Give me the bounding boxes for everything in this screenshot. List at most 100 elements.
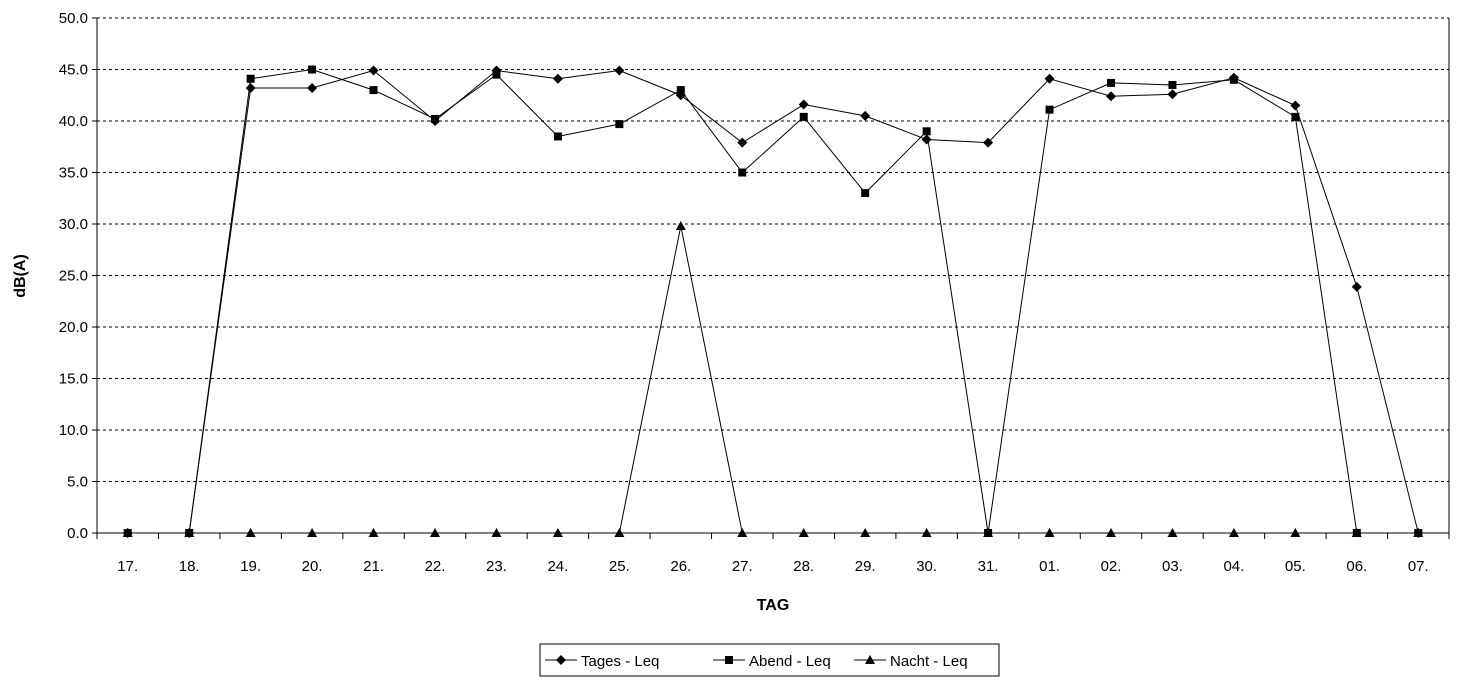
data-point-nacht-leq <box>798 528 809 537</box>
y-axis-ticks: 0.0 5.0 10.0 15.0 20.0 25.0 30.0 35.0 40.0 45.0 50… <box>59 10 97 542</box>
data-point-tages-leq <box>1290 100 1301 111</box>
y-tick-label: 40.0 <box>59 113 88 130</box>
x-tick-label: 04. <box>1223 558 1244 575</box>
x-tick-label: 05. <box>1285 558 1306 575</box>
data-point-nacht-leq <box>245 528 256 537</box>
series <box>122 65 1424 538</box>
x-tick-label: 26. <box>670 558 691 575</box>
data-point-tages-leq <box>921 134 932 145</box>
data-point-nacht-leq <box>675 221 686 231</box>
data-point-abend-leq <box>1168 80 1177 89</box>
data-point-abend-leq <box>676 86 685 95</box>
data-point-tages-leq <box>1413 528 1424 538</box>
legend-label-tages-leq: Tages - Leq <box>581 653 659 670</box>
y-tick-label: 50.0 <box>59 10 88 27</box>
legend-label-abend-leq: Abend - Leq <box>749 653 831 670</box>
x-tick-label: 21. <box>363 558 384 575</box>
y-tick-label: 10.0 <box>59 422 88 439</box>
data-point-tages-leq <box>983 137 994 148</box>
x-tick-label: 31. <box>978 558 999 575</box>
data-point-tages-leq <box>798 99 809 110</box>
y-tick-label: 0.0 <box>67 525 88 542</box>
series-line-nacht-leq <box>127 225 1419 534</box>
data-point-tages-leq <box>307 83 318 94</box>
data-point-tages-leq <box>737 137 748 148</box>
y-tick-label: 5.0 <box>67 474 88 491</box>
data-point-abend-leq <box>553 132 562 141</box>
x-tick-label: 29. <box>855 558 876 575</box>
data-point-abend-leq <box>1045 105 1054 114</box>
x-tick-label: 01. <box>1039 558 1060 575</box>
x-tick-label: 28. <box>793 558 814 575</box>
x-tick-label: 24. <box>547 558 568 575</box>
legend: Tages - Leq Abend - Leq Nacht - Leq <box>539 643 1000 677</box>
x-tick-label: 27. <box>732 558 753 575</box>
data-point-tages-leq <box>552 73 563 84</box>
data-point-abend-leq <box>1107 78 1115 87</box>
x-tick-label: 25. <box>609 558 630 575</box>
legend-label-nacht-leq: Nacht - Leq <box>890 653 968 670</box>
data-point-tages-leq <box>1167 89 1178 100</box>
data-point-tages-leq <box>491 65 502 76</box>
y-axis-title: dB(A) <box>12 254 29 298</box>
legend-box <box>539 643 1000 677</box>
data-point-nacht-leq <box>1106 528 1116 537</box>
x-tick-label: 03. <box>1162 558 1183 575</box>
data-point-nacht-leq <box>491 528 502 537</box>
data-point-tages-leq <box>614 65 625 76</box>
data-point-nacht-leq <box>552 528 563 537</box>
data-point-tages-leq <box>1228 72 1239 83</box>
data-point-nacht-leq <box>737 528 748 537</box>
data-point-tages-leq <box>1044 73 1055 84</box>
data-point-tages-leq <box>675 90 686 101</box>
data-point-abend-leq <box>738 168 747 177</box>
data-point-abend-leq <box>1291 112 1300 121</box>
data-point-nacht-leq <box>614 528 625 537</box>
data-point-tages-leq <box>245 83 256 94</box>
data-point-nacht-leq <box>368 528 379 537</box>
data-point-nacht-leq <box>1167 528 1178 537</box>
data-point-nacht-leq <box>1290 528 1301 537</box>
x-tick-label: 23. <box>486 558 507 575</box>
legend-marker-abend-leq <box>725 656 733 664</box>
data-point-abend-leq <box>308 65 317 74</box>
data-point-abend-leq <box>246 74 255 83</box>
series-tages-leq <box>122 65 1424 538</box>
y-tick-label: 20.0 <box>59 319 88 336</box>
x-tick-label: 30. <box>916 558 937 575</box>
data-point-abend-leq <box>984 529 993 537</box>
y-tick-label: 15.0 <box>59 371 88 388</box>
y-tick-label: 30.0 <box>59 216 88 233</box>
x-tick-label: 17. <box>117 558 138 575</box>
x-tick-label: 07. <box>1408 558 1429 575</box>
data-point-abend-leq <box>369 86 378 95</box>
data-point-tages-leq <box>122 528 133 538</box>
data-point-tages-leq <box>368 65 379 76</box>
x-tick-label: 22. <box>425 558 446 575</box>
data-point-nacht-leq <box>1228 528 1239 537</box>
data-point-tages-leq <box>184 528 195 538</box>
data-point-tages-leq <box>860 110 871 121</box>
x-axis-ticks: 17. 18. 19. 20. 21. 22. 23. 24. 25. 26. 27. 28. 29. 3… <box>96 533 1450 575</box>
y-tick-label: 45.0 <box>59 62 88 79</box>
y-tick-label: 35.0 <box>59 165 88 182</box>
data-point-abend-leq <box>922 127 931 136</box>
data-point-nacht-leq <box>1044 528 1055 537</box>
data-point-tages-leq <box>430 116 440 126</box>
x-tick-label: 20. <box>302 558 323 575</box>
y-tick-label: 25.0 <box>59 268 88 285</box>
legend-marker-tages-leq <box>556 655 566 665</box>
data-point-abend-leq <box>615 120 624 129</box>
data-point-nacht-leq <box>921 528 932 537</box>
data-point-tages-leq <box>1351 281 1362 292</box>
x-tick-label: 06. <box>1346 558 1367 575</box>
x-tick-label: 02. <box>1101 558 1122 575</box>
data-point-nacht-leq <box>430 528 440 537</box>
data-point-nacht-leq <box>307 528 318 537</box>
data-point-abend-leq <box>799 112 808 121</box>
data-point-abend-leq <box>861 189 870 198</box>
x-tick-label: 18. <box>179 558 200 575</box>
